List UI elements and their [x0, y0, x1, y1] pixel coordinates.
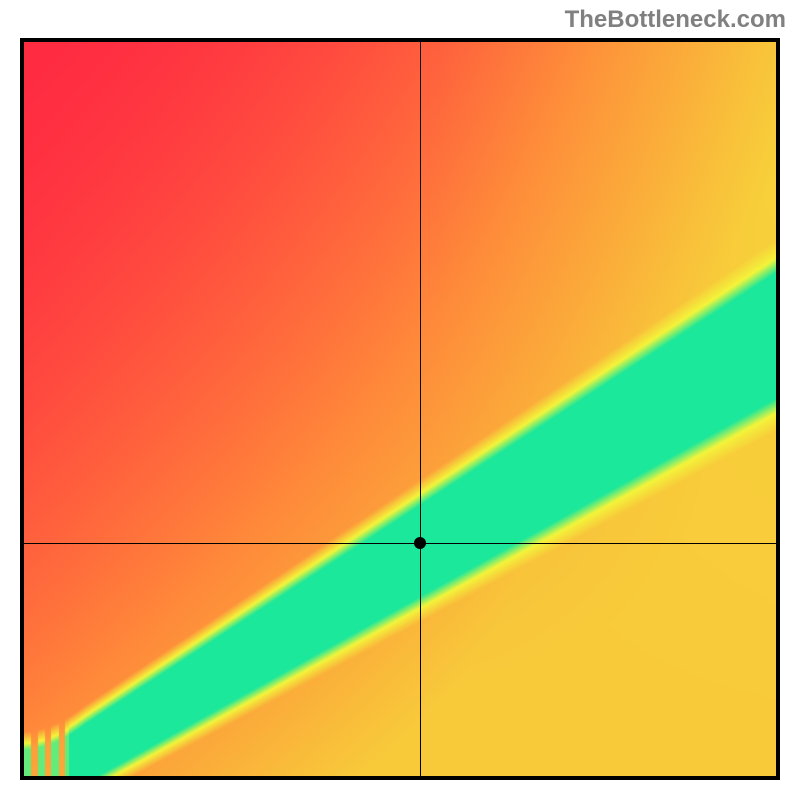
crosshair-vertical	[420, 42, 421, 776]
plot-frame	[20, 38, 780, 780]
bottleneck-marker	[414, 537, 426, 549]
heatmap-canvas	[24, 42, 776, 776]
crosshair-horizontal	[24, 543, 776, 544]
watermark-text: TheBottleneck.com	[565, 6, 786, 34]
